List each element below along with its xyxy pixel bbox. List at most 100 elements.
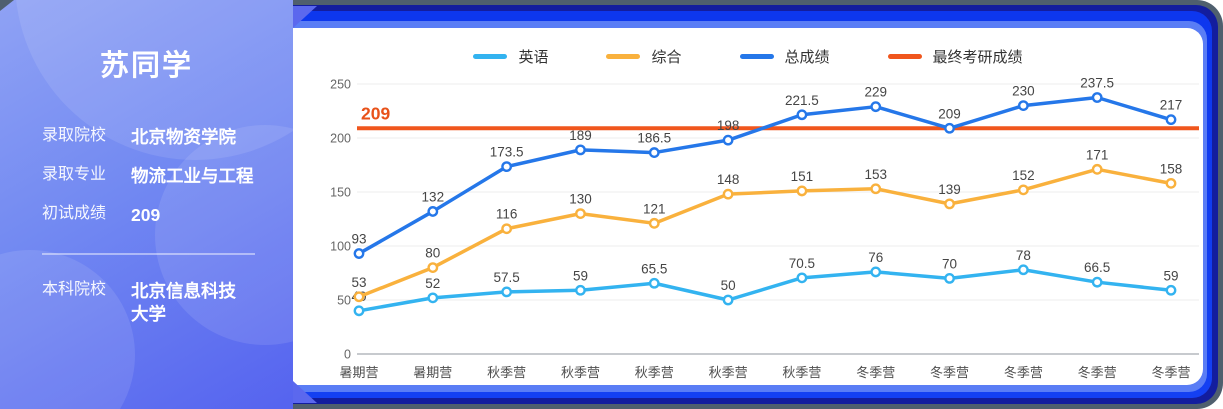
y-tick-label: 0	[344, 348, 351, 362]
score-line-chart: 0 50 100 150 200 250 暑期营 暑期营 秋季营 秋季营 秋季营 秋季营 秋季营 冬季营 冬…	[330, 76, 1199, 380]
legend-label: 英语	[518, 48, 549, 66]
decorative-circle	[0, 250, 135, 409]
info-value: 209	[131, 204, 161, 225]
corner-notch	[0, 0, 14, 11]
legend-swatch	[739, 53, 774, 59]
data-label: 198	[717, 118, 740, 133]
data-point[interactable]	[353, 248, 365, 259]
data-point[interactable]	[1165, 177, 1177, 189]
data-label: 76	[868, 250, 883, 265]
data-label: 59	[1163, 268, 1178, 283]
data-label: 139	[938, 182, 961, 197]
data-point[interactable]	[796, 272, 808, 284]
data-label: 50	[721, 278, 736, 293]
panel-background	[0, 0, 293, 409]
legend-item-3[interactable]: 最终考研成绩	[887, 46, 1023, 67]
data-point[interactable]	[944, 198, 955, 210]
data-point[interactable]	[1165, 284, 1177, 296]
data-point[interactable]	[944, 272, 955, 284]
data-point[interactable]	[648, 217, 660, 229]
data-point[interactable]	[1165, 114, 1177, 126]
admission-info: 录取院校 北京物资学院 录取专业 物流工业与工程 初试成绩 209	[42, 126, 293, 226]
data-point[interactable]	[870, 183, 882, 195]
legend-item-2[interactable]: 总成绩	[739, 46, 830, 67]
data-label: 158	[1160, 161, 1183, 176]
info-label: 初试成绩	[42, 204, 107, 222]
data-label: 153	[864, 167, 887, 182]
data-point[interactable]	[796, 109, 808, 121]
series-line	[357, 167, 1173, 299]
data-point[interactable]	[501, 286, 513, 298]
data-point[interactable]	[870, 266, 882, 278]
data-point[interactable]	[870, 101, 882, 113]
data-point[interactable]	[575, 208, 586, 220]
data-point[interactable]	[722, 134, 734, 146]
chart-card: 英语 综合 总成绩 最终考研成绩 0 50 100 150 200 250 暑期营 暑期营 秋季营 秋季…	[293, 28, 1203, 385]
info-row-admitted-major: 录取专业 物流工业与工程	[42, 165, 293, 188]
data-point[interactable]	[1091, 92, 1103, 103]
legend-swatch	[887, 53, 922, 59]
data-label: 189	[569, 128, 592, 143]
data-label: 209	[938, 106, 961, 121]
data-label: 132	[422, 189, 445, 204]
data-point[interactable]	[1091, 163, 1103, 175]
data-point[interactable]	[1017, 264, 1029, 276]
data-label: 237.5	[1080, 76, 1114, 91]
data-label: 152	[1012, 168, 1035, 183]
data-label: 148	[717, 172, 740, 187]
data-point[interactable]	[427, 206, 439, 217]
data-point[interactable]	[501, 223, 513, 235]
y-tick-label: 250	[330, 78, 351, 92]
x-tick-label: 秋季营	[487, 365, 526, 380]
data-label: 116	[496, 207, 518, 222]
data-label: 59	[573, 268, 588, 283]
data-point[interactable]	[648, 277, 660, 289]
data-label: 221.5	[785, 93, 819, 108]
legend-item-0[interactable]: 英语	[473, 46, 548, 67]
data-point[interactable]	[427, 292, 439, 304]
x-tick-label: 暑期营	[339, 365, 378, 380]
data-point[interactable]	[1017, 184, 1029, 196]
legend-label: 综合	[651, 48, 682, 66]
data-label: 230	[1012, 84, 1035, 99]
y-tick-label: 50	[337, 294, 351, 308]
data-label: 229	[864, 85, 887, 100]
series-line	[357, 268, 1173, 313]
data-label: 52	[425, 276, 440, 291]
divider	[42, 253, 255, 256]
data-point[interactable]	[722, 188, 734, 200]
y-tick-label: 150	[330, 186, 351, 200]
data-point[interactable]	[1091, 276, 1103, 288]
data-point[interactable]	[575, 144, 586, 156]
data-point[interactable]	[501, 161, 513, 173]
x-tick-label: 冬季营	[930, 365, 969, 380]
legend-swatch	[473, 53, 508, 59]
legend-item-1[interactable]: 综合	[606, 46, 682, 67]
data-label: 186.5	[637, 131, 671, 146]
data-point[interactable]	[353, 291, 365, 303]
student-name: 苏同学	[99, 50, 193, 82]
x-tick-label: 秋季营	[561, 365, 600, 380]
data-point[interactable]	[575, 284, 586, 296]
x-tick-label: 秋季营	[709, 365, 748, 380]
data-point[interactable]	[796, 185, 808, 197]
data-point[interactable]	[427, 262, 439, 274]
data-point[interactable]	[353, 305, 365, 317]
info-value: 北京物资学院	[131, 127, 236, 147]
data-point[interactable]	[1017, 100, 1029, 111]
data-point[interactable]	[722, 294, 734, 306]
legend-label: 最终考研成绩	[932, 48, 1023, 66]
data-point[interactable]	[944, 122, 955, 134]
data-label: 65.5	[641, 261, 667, 276]
series-line	[357, 95, 1173, 256]
x-tick-label: 秋季营	[782, 365, 821, 380]
student-panel: 苏同学 录取院校 北京物资学院 录取专业 物流工业与工程 初试成绩 209 本科…	[0, 0, 317, 409]
data-label: 173.5	[490, 145, 524, 160]
data-label: 53	[351, 275, 366, 290]
x-tick-label: 冬季营	[1151, 365, 1190, 380]
info-row-initial-score: 初试成绩 209	[42, 204, 293, 227]
info-value: 物流工业与工程	[131, 165, 254, 186]
data-point[interactable]	[648, 147, 660, 158]
legend-label: 总成绩	[784, 48, 830, 66]
